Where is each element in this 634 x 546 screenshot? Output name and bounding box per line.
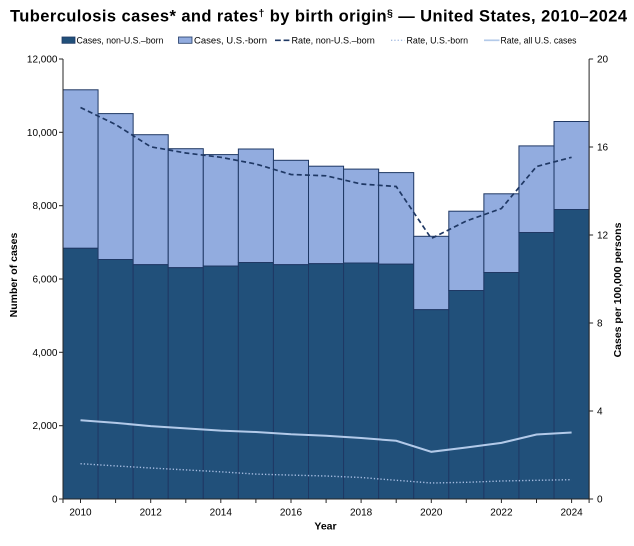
svg-text:2020: 2020 <box>420 508 443 519</box>
svg-text:2022: 2022 <box>490 508 513 519</box>
svg-text:12: 12 <box>597 231 609 242</box>
svg-text:10,000: 10,000 <box>27 128 58 139</box>
svg-text:Cases per 100,000 persons: Cases per 100,000 persons <box>612 222 624 357</box>
svg-text:Number of cases: Number of cases <box>8 233 20 318</box>
svg-text:8,000: 8,000 <box>32 201 57 212</box>
svg-text:Year: Year <box>314 521 336 533</box>
svg-text:Rate, non-U.S.–born: Rate, non-U.S.–born <box>292 36 375 47</box>
svg-text:Tuberculosis cases* and rates†: Tuberculosis cases* and rates† by birth … <box>10 8 628 26</box>
svg-text:Cases, U.S.-born: Cases, U.S.-born <box>194 36 267 47</box>
svg-text:2012: 2012 <box>140 508 163 519</box>
svg-text:6,000: 6,000 <box>32 275 57 286</box>
svg-text:Cases, non-U.S.–born: Cases, non-U.S.–born <box>77 36 164 47</box>
svg-text:4,000: 4,000 <box>32 348 57 359</box>
svg-text:0: 0 <box>597 495 603 506</box>
svg-text:2018: 2018 <box>350 508 373 519</box>
svg-text:Rate, all U.S. cases: Rate, all U.S. cases <box>501 36 577 47</box>
svg-text:12,000: 12,000 <box>27 55 58 66</box>
svg-text:16: 16 <box>597 143 609 154</box>
svg-text:4: 4 <box>597 407 603 418</box>
svg-text:Rate, U.S.-born: Rate, U.S.-born <box>407 36 469 47</box>
svg-text:2016: 2016 <box>280 508 303 519</box>
svg-text:2014: 2014 <box>210 508 233 519</box>
svg-text:2,000: 2,000 <box>32 421 57 432</box>
svg-text:2010: 2010 <box>69 508 92 519</box>
svg-text:8: 8 <box>597 319 603 330</box>
svg-text:2024: 2024 <box>560 508 583 519</box>
svg-text:20: 20 <box>597 55 609 66</box>
svg-text:0: 0 <box>52 495 58 506</box>
